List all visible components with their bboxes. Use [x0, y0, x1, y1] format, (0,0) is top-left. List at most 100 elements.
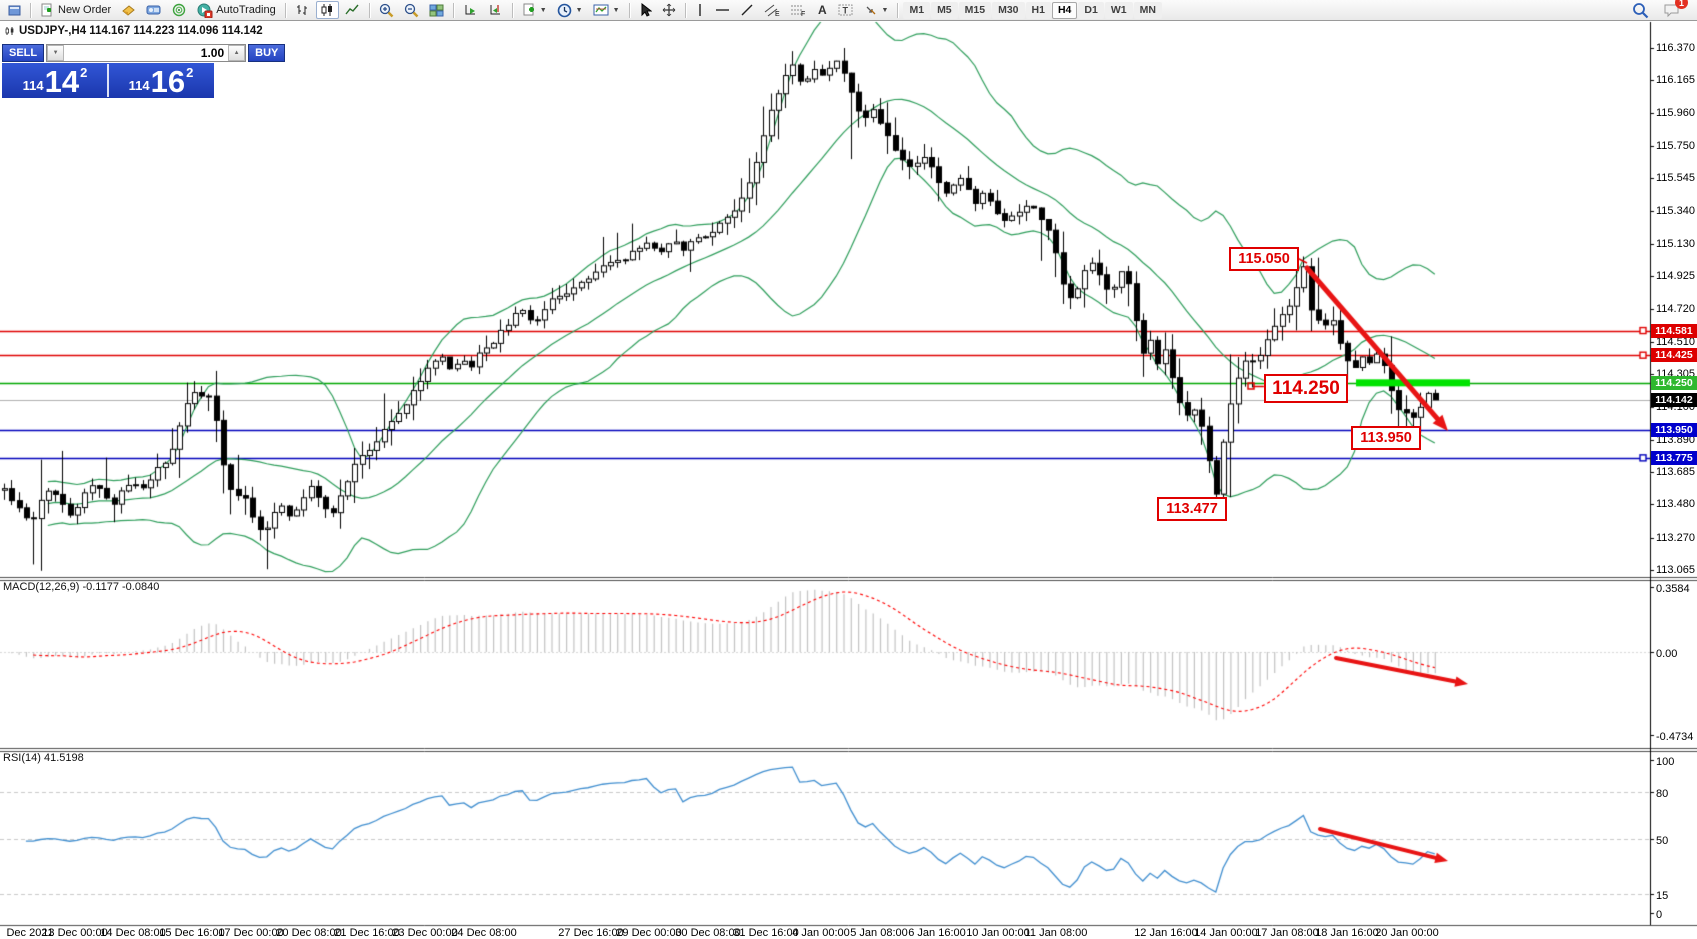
- time-axis-label: 24 Dec 08:00: [451, 927, 517, 939]
- horizontal-line-button[interactable]: [711, 1, 734, 19]
- autoscroll-button[interactable]: [459, 1, 482, 19]
- timeframe-button-mn[interactable]: MN: [1133, 1, 1162, 19]
- zoom-in-button[interactable]: [375, 1, 398, 19]
- tile-windows-button[interactable]: [425, 1, 448, 19]
- time-axis-label: 14 Dec 08:00: [100, 927, 166, 939]
- new-chart-button[interactable]: ▼: [518, 1, 551, 19]
- chart-mini-icon: [5, 27, 14, 35]
- timeframe-button-m1[interactable]: M1: [903, 1, 931, 19]
- trendline-button[interactable]: [736, 1, 758, 19]
- price-annotation-113.477[interactable]: 113.477: [1157, 497, 1227, 521]
- price-annotation-113.950[interactable]: 113.950: [1351, 426, 1421, 450]
- chart-symbol-title: USDJPY-,H4 114.167 114.223 114.096 114.1…: [5, 25, 263, 37]
- notifications-control[interactable]: 1: [1663, 0, 1688, 18]
- time-axis-label: 17 Dec 00:00: [218, 927, 284, 939]
- fibonacci-button[interactable]: F: [786, 1, 810, 19]
- new-order-icon: [41, 3, 52, 16]
- volume-increase-button[interactable]: ▲: [228, 45, 246, 61]
- dropdown-caret: ▼: [575, 6, 583, 14]
- time-axis-label: 15 Dec 16:00: [159, 927, 225, 939]
- vertical-line-button[interactable]: [691, 1, 709, 19]
- time-axis-label: 31 Dec 16:00: [733, 927, 799, 939]
- trendline-icon: [741, 4, 753, 16]
- price-axis-tick-label: 114.925: [1656, 270, 1695, 283]
- price-tag-114.250: 114.250: [1651, 375, 1697, 390]
- svg-text:T: T: [842, 6, 848, 16]
- cursor-button[interactable]: [635, 1, 656, 19]
- signals-button[interactable]: [168, 1, 191, 19]
- candlestick-chart-button[interactable]: [315, 1, 339, 19]
- price-tag-113.950: 113.950: [1651, 423, 1697, 438]
- autotrading-label: AutoTrading: [216, 4, 276, 16]
- time-axis-label: 27 Dec 16:00: [558, 927, 624, 939]
- separator: [452, 2, 454, 18]
- timeframe-button-h1[interactable]: H1: [1025, 1, 1051, 19]
- macd-axis-tick-label: 0.3584: [1656, 583, 1690, 595]
- time-axis-label: 6 Jan 16:00: [908, 927, 966, 939]
- price-axis-tick-label: 115.130: [1656, 237, 1695, 250]
- vertical-line-icon: [698, 4, 701, 16]
- volume-control: ▼ ▲: [46, 44, 247, 62]
- timeframe-button-w1[interactable]: W1: [1104, 1, 1133, 19]
- buy-price-big: 16: [150, 64, 186, 99]
- timeframe-button-h4[interactable]: H4: [1051, 1, 1078, 19]
- price-annotation-115.050[interactable]: 115.050: [1229, 247, 1299, 271]
- volume-decrease-button[interactable]: ▼: [47, 45, 65, 61]
- horizontal-line-icon: [715, 9, 729, 11]
- tile-windows-icon: [429, 4, 444, 17]
- arrows-tool-button[interactable]: ▼: [860, 1, 893, 19]
- text-button[interactable]: A: [812, 1, 832, 19]
- time-axis-label: 30 Dec 08:00: [675, 927, 741, 939]
- rsi-axis-tick-label: 0: [1656, 909, 1663, 921]
- line-chart-button[interactable]: [341, 1, 364, 19]
- buy-button[interactable]: BUY: [248, 44, 286, 62]
- zoom-out-button[interactable]: [400, 1, 423, 19]
- bar-chart-button[interactable]: [291, 1, 314, 19]
- search-button[interactable]: [1628, 1, 1653, 19]
- metaeditor-icon: [122, 5, 135, 16]
- time-axis-label: Dec 2021: [6, 927, 54, 939]
- periods-button[interactable]: ▼: [553, 1, 587, 19]
- timeframe-button-d1[interactable]: D1: [1078, 1, 1104, 19]
- price-axis-tick-label: 113.270: [1656, 531, 1695, 544]
- price-tag-114.581: 114.581: [1651, 323, 1697, 338]
- rsi-axis-tick-label: 80: [1656, 787, 1669, 800]
- chart-shift-button[interactable]: [484, 1, 507, 19]
- new-order-button[interactable]: New Order: [36, 1, 115, 19]
- terminal-button[interactable]: [142, 1, 166, 19]
- search-icon: [1633, 2, 1649, 18]
- price-axis-tick-label: 113.685: [1656, 466, 1695, 479]
- time-axis-label: 17 Jan 08:00: [1255, 927, 1319, 939]
- symbol-ohlc-text: USDJPY-,H4 114.167 114.223 114.096 114.1…: [19, 25, 263, 37]
- sell-price[interactable]: 114 14 2: [2, 63, 108, 98]
- buy-price[interactable]: 114 16 2: [108, 63, 214, 98]
- metaeditor-button[interactable]: [117, 1, 140, 19]
- timeframe-button-m15[interactable]: M15: [958, 1, 992, 19]
- text-label-button[interactable]: T: [834, 1, 858, 19]
- rsi-axis-tick-label: 100: [1656, 756, 1675, 768]
- timeframe-button-m30[interactable]: M30: [992, 1, 1025, 19]
- arrows-tool-icon: [866, 6, 875, 15]
- crosshair-button[interactable]: [658, 1, 680, 19]
- time-axis-label: 29 Dec 00:00: [616, 927, 682, 939]
- equidistant-channel-button[interactable]: E: [760, 1, 784, 19]
- timeframe-button-m5[interactable]: M5: [931, 1, 958, 19]
- price-axis-tick-label: 113.480: [1656, 498, 1695, 511]
- text-label-icon: T: [838, 4, 853, 16]
- volume-input[interactable]: [64, 45, 229, 61]
- price-axis-tick-label: 114.510: [1656, 335, 1695, 348]
- time-axis-label: 5 Jan 08:00: [850, 927, 908, 939]
- templates-button[interactable]: ▼: [589, 1, 624, 19]
- time-axis-label: 14 Jan 00:00: [1194, 927, 1258, 939]
- rsi-axis-tick-label: 50: [1656, 835, 1669, 847]
- zoom-in-icon: [379, 3, 394, 17]
- macd-axis-tick-label: 0.00: [1656, 648, 1678, 661]
- autotrading-button[interactable]: AutoTrading: [193, 1, 280, 19]
- sell-button[interactable]: SELL: [2, 44, 45, 62]
- svg-text:F: F: [801, 11, 805, 17]
- price-annotation-114.250[interactable]: 114.250: [1264, 374, 1348, 403]
- terminal-icon: [146, 5, 161, 15]
- separator: [30, 2, 31, 18]
